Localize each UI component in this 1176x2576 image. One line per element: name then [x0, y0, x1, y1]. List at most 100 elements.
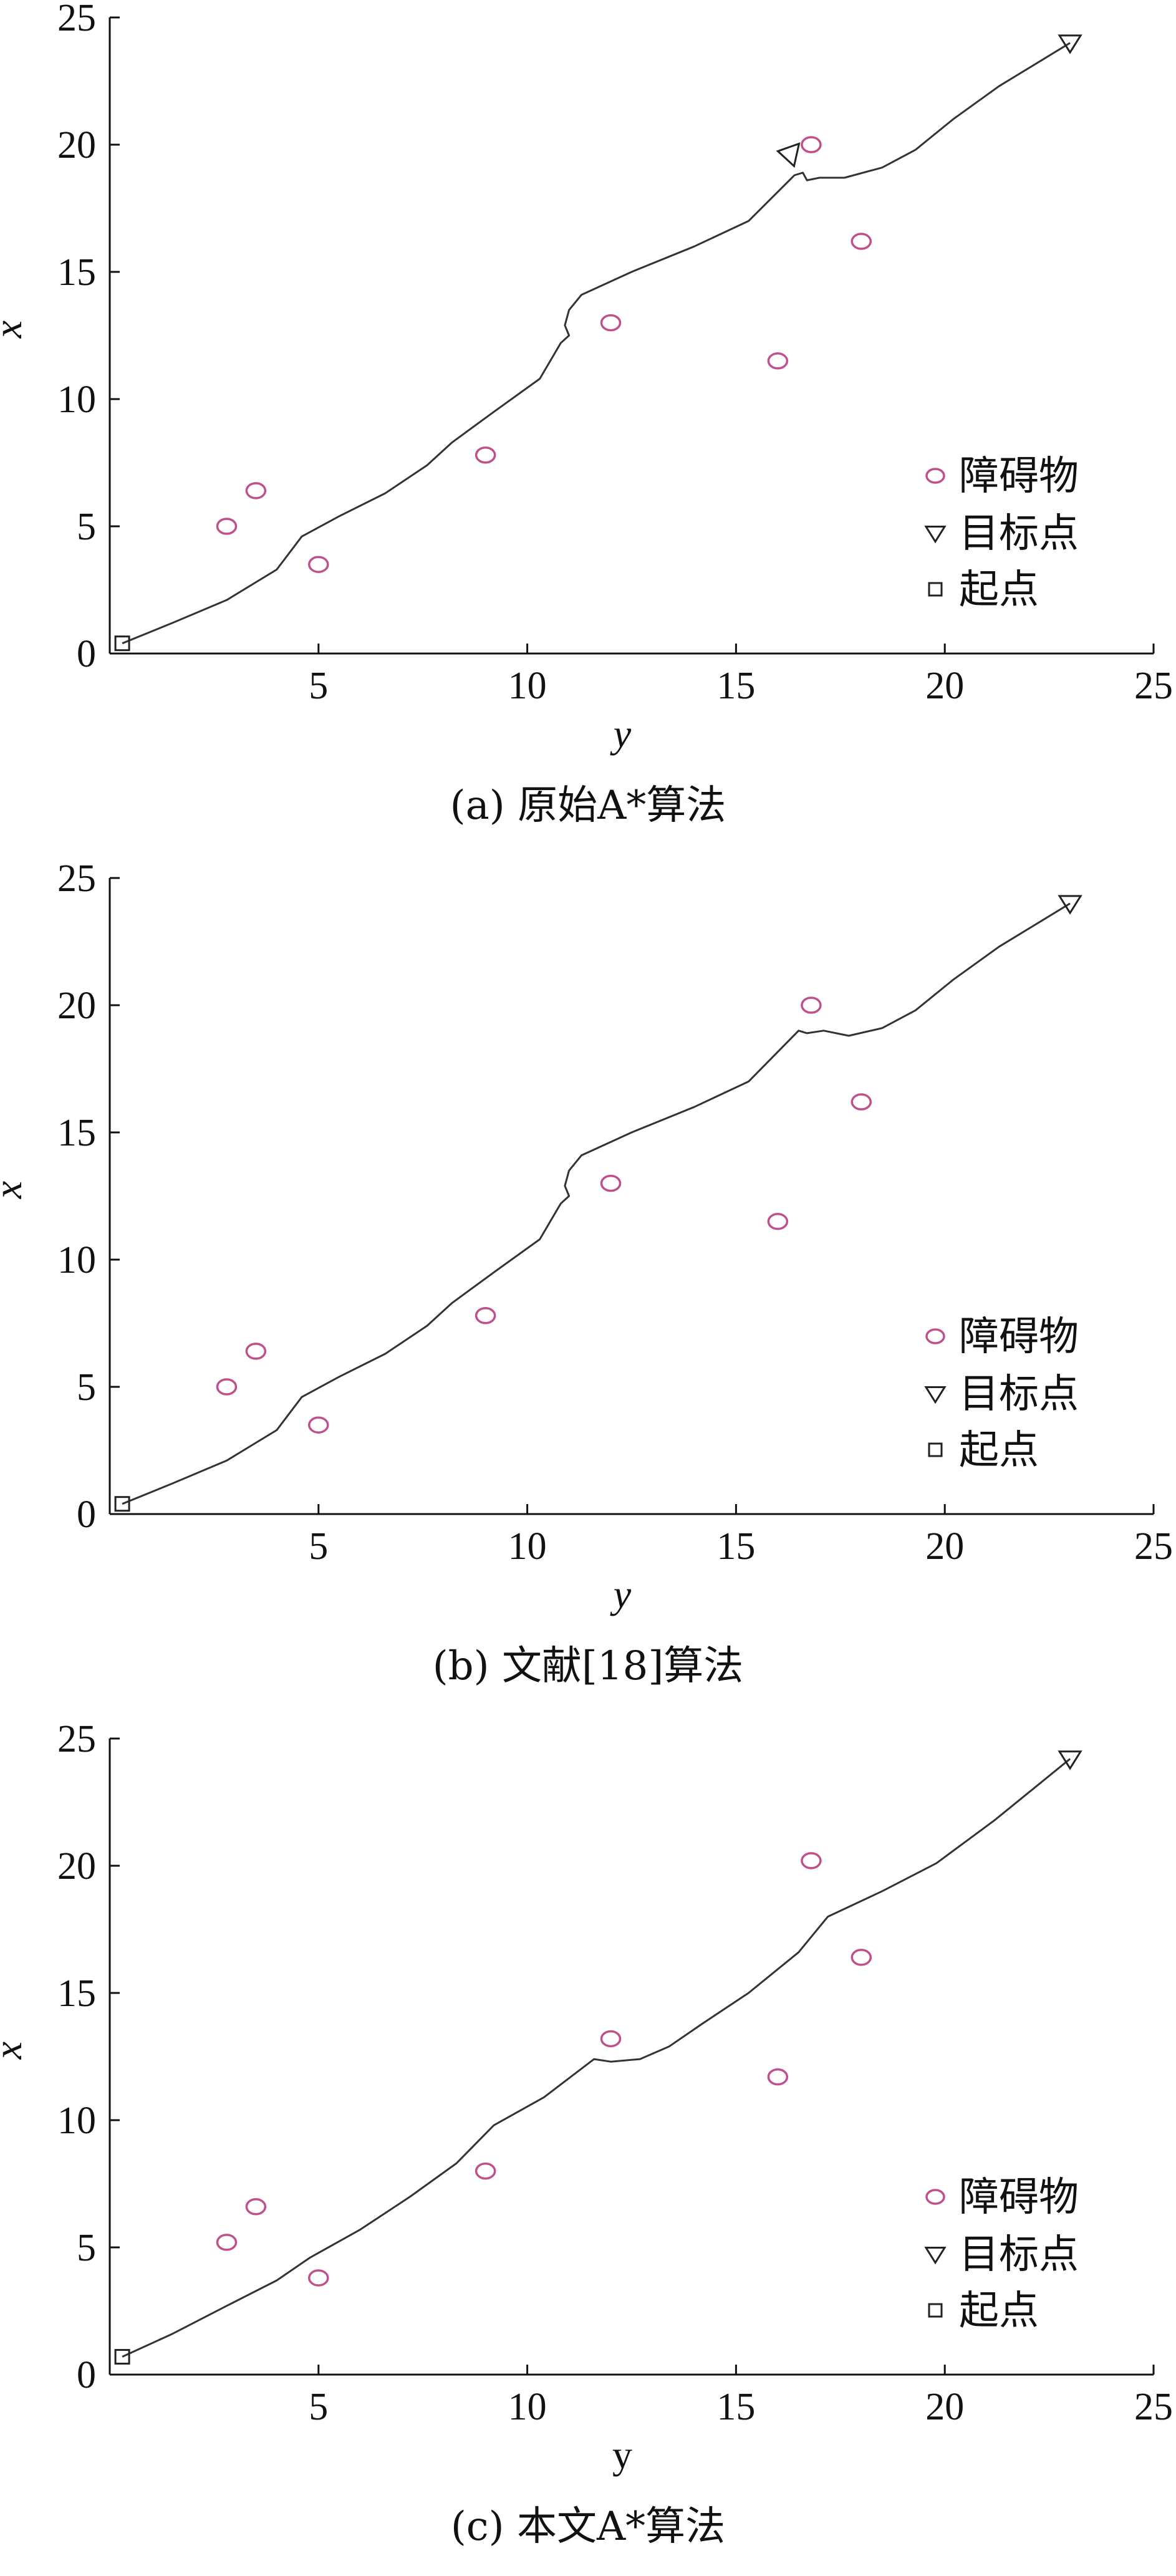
start-point: [114, 635, 130, 652]
y-axis-title: x: [0, 2042, 30, 2060]
x-tick-label: 25: [1134, 665, 1173, 707]
obstacle-point: [801, 136, 822, 153]
y-tick-label: 15: [57, 1112, 96, 1154]
x-tick-label: 20: [925, 1525, 964, 1568]
y-tick-label: 0: [77, 633, 96, 675]
legend-goal-marker: [924, 2247, 947, 2265]
x-tick-label: 25: [1134, 1525, 1173, 1568]
x-tick-label: 5: [309, 2386, 328, 2428]
legend-label: 目标点: [959, 1371, 1079, 1417]
y-axis-title: x: [0, 321, 30, 339]
obstacle-point: [851, 1949, 872, 1966]
y-tick-label: 15: [57, 251, 96, 294]
chart-a-caption: (a) 原始A*算法: [450, 783, 726, 829]
chart-b-caption: (b) 文献[18]算法: [432, 1643, 744, 1689]
obstacle-point: [308, 2269, 329, 2287]
obstacle-point: [600, 314, 622, 332]
obstacle-point: [308, 556, 329, 573]
legend-label: 起点: [959, 567, 1039, 613]
path-line: [122, 1758, 1071, 2358]
x-tick-label: 10: [508, 665, 547, 707]
obstacle-point: [600, 2030, 622, 2048]
obstacle-point: [308, 1416, 329, 1434]
legend-label: 障碍物: [959, 1314, 1079, 1360]
x-tick-label: 15: [716, 665, 755, 707]
chart-c-caption: (c) 本文A*算法: [450, 2504, 726, 2550]
x-tick-label: 15: [716, 2386, 755, 2428]
x-tick-label: 20: [925, 665, 964, 707]
legend-goal-marker: [924, 1386, 947, 1404]
y-tick-label: 20: [57, 985, 96, 1027]
x-tick-label: 10: [508, 1525, 547, 1568]
x-tick-label: 25: [1134, 2386, 1173, 2428]
y-tick-label: 20: [57, 1845, 96, 1888]
y-tick-label: 25: [57, 857, 96, 900]
obstacle-point: [245, 1343, 267, 1360]
y-tick-label: 10: [57, 1239, 96, 1281]
y-tick-label: 5: [77, 506, 96, 548]
obstacle-point: [216, 518, 238, 535]
obstacle-point: [245, 2197, 267, 2216]
obstacle-point: [801, 996, 822, 1014]
legend-label: 起点: [959, 2288, 1039, 2334]
y-tick-label: 25: [57, 1718, 96, 1760]
legend-obstacle-marker: [925, 468, 945, 484]
obstacle-point: [767, 2068, 789, 2086]
goal-point: [1058, 1750, 1082, 1770]
goal-point: [1058, 34, 1082, 54]
goal-point: [1058, 895, 1082, 915]
x-axis-title: y: [612, 2433, 632, 2477]
y-tick-label: 20: [57, 124, 96, 166]
x-tick-label: 20: [925, 2386, 964, 2428]
obstacle-point: [600, 1174, 622, 1192]
obstacle-point: [475, 1307, 496, 1324]
path-line: [122, 42, 1071, 645]
y-tick-label: 10: [57, 379, 96, 421]
x-tick-label: 10: [508, 2386, 547, 2428]
start-point: [114, 2348, 130, 2365]
path-line: [122, 902, 1071, 1505]
legend-obstacle-marker: [925, 2189, 945, 2205]
legend-label: 起点: [959, 1427, 1039, 1474]
x-tick-label: 15: [716, 1525, 755, 1568]
y-tick-label: 15: [57, 1972, 96, 2015]
x-tick-label: 5: [309, 1525, 328, 1568]
legend-start-marker: [928, 2303, 943, 2318]
obstacle-point: [801, 1852, 822, 1869]
obstacle-point: [851, 1093, 872, 1111]
legend-obstacle-marker: [925, 1328, 945, 1344]
y-tick-label: 0: [77, 2354, 96, 2396]
y-tick-label: 5: [77, 2227, 96, 2269]
obstacle-point: [216, 1378, 238, 1396]
legend-goal-marker: [924, 526, 947, 544]
legend-label: 目标点: [959, 511, 1079, 557]
obstacle-point: [767, 1213, 789, 1230]
obstacle-point: [767, 352, 789, 370]
y-tick-label: 0: [77, 1493, 96, 1536]
y-tick-label: 10: [57, 2100, 96, 2142]
x-axis-title: y: [610, 712, 632, 756]
y-tick-label: 5: [77, 1366, 96, 1409]
legend-label: 目标点: [959, 2232, 1079, 2278]
obstacle-point: [245, 482, 267, 499]
goal-point-intermediate: [776, 142, 801, 168]
x-tick-label: 5: [309, 665, 328, 707]
legend-start-marker: [928, 582, 943, 597]
obstacle-point: [475, 2162, 496, 2180]
start-point: [114, 1496, 130, 1512]
obstacle-point: [216, 2234, 238, 2251]
y-axis-title: x: [0, 1181, 30, 1199]
obstacle-point: [475, 446, 496, 464]
y-tick-label: 25: [57, 0, 96, 39]
legend-label: 障碍物: [959, 2174, 1079, 2221]
legend-label: 障碍物: [959, 453, 1079, 499]
x-axis-title: y: [610, 1572, 632, 1616]
obstacle-point: [851, 233, 872, 250]
legend-start-marker: [928, 1442, 943, 1457]
